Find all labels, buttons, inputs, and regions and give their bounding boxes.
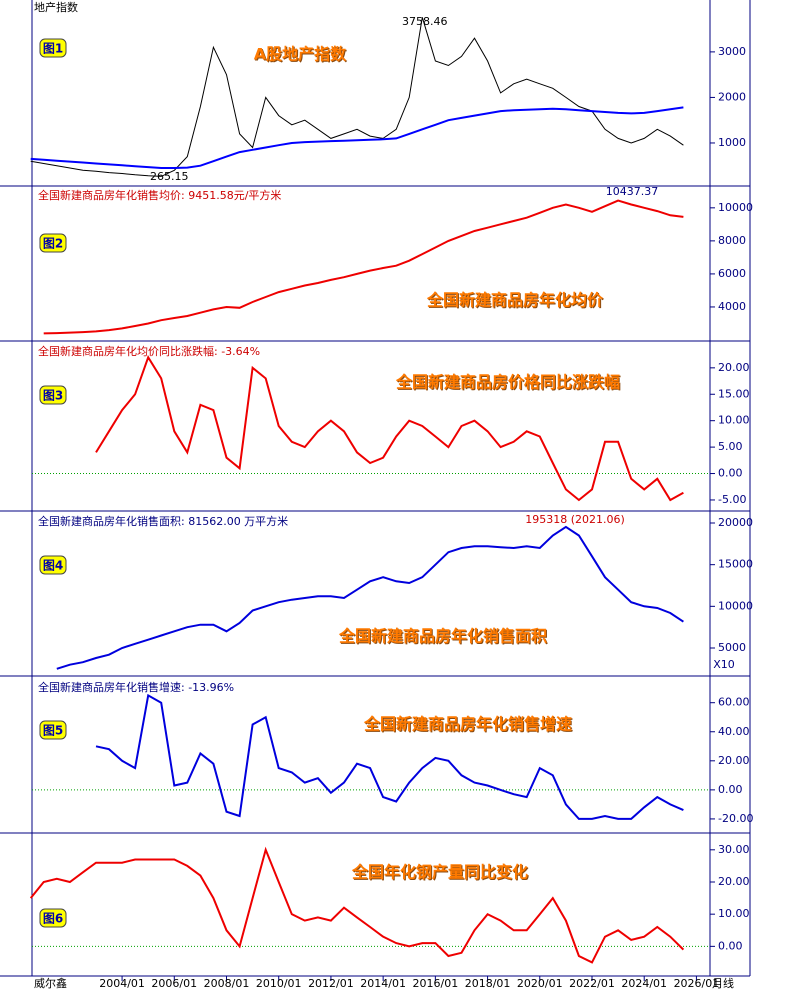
panel-title: 全国新建商品房年化销售均价: 9451.58元/平方米 <box>38 188 281 202</box>
panel-badge <box>39 385 67 405</box>
low-label: 265.15 <box>150 170 189 183</box>
panel-badge <box>39 720 67 740</box>
annotation: 全国新建商品房年化销售面积 <box>338 627 547 646</box>
unit-label: X10 <box>713 658 735 671</box>
y-tick-label: 1000 <box>718 136 746 149</box>
panel-badge <box>39 38 67 58</box>
y-tick-label: 15000 <box>718 558 753 571</box>
y-tick-label: 60.00 <box>718 696 750 709</box>
y-tick-label: 0.00 <box>718 467 743 480</box>
panel-label: 图4 <box>43 559 63 573</box>
y-tick-label: 2000 <box>718 90 746 103</box>
y-tick-label: 5000 <box>718 641 746 654</box>
panel-label: 图6 <box>43 912 63 926</box>
x-tick-label: 2016/01 <box>413 977 459 990</box>
y-tick-label: 0.00 <box>718 939 743 952</box>
y-tick-label: 10.00 <box>718 414 750 427</box>
x-tick-label: 2020/01 <box>517 977 563 990</box>
panel-label: 图1 <box>43 42 63 56</box>
y-tick-label: 0.00 <box>718 783 743 796</box>
series-line <box>43 199 684 335</box>
y-tick-label: 3000 <box>718 45 746 58</box>
y-tick-label: 20.00 <box>718 754 750 767</box>
peak-label: 195318 (2021.06) <box>525 513 625 526</box>
y-tick-label: 40.00 <box>718 725 750 738</box>
series-line <box>95 354 684 502</box>
panel-badge <box>39 908 67 928</box>
panel-label: 图5 <box>43 724 63 738</box>
x-tick-label: 2022/01 <box>569 977 615 990</box>
y-tick-label: 5.00 <box>718 440 743 453</box>
annotation: A股地产指数 <box>254 45 347 64</box>
y-tick-label: 20.00 <box>718 875 750 888</box>
y-tick-label: 20.00 <box>718 361 750 374</box>
x-tick-label: 2004/01 <box>99 977 145 990</box>
annotation: 全国新建商品房年化均价 <box>426 291 604 310</box>
x-unit: 月线 <box>712 976 734 990</box>
x-tick-label: 2026/01 <box>674 977 720 990</box>
high-label: 3758.46 <box>402 15 448 28</box>
x-tick-label: 2010/01 <box>256 977 302 990</box>
x-tick-label: 2012/01 <box>308 977 354 990</box>
series-line <box>56 525 684 670</box>
y-tick-label: 10.00 <box>718 907 750 920</box>
y-tick-label: -5.00 <box>718 493 746 506</box>
footer: 威尔鑫 <box>34 976 67 990</box>
y-tick-label: 15.00 <box>718 387 750 400</box>
series-line <box>95 693 684 820</box>
y-tick-label: 4000 <box>718 300 746 313</box>
panel-title: 全国新建商品房年化均价同比涨跌幅: -3.64% <box>38 344 260 358</box>
panel-badge <box>39 555 67 575</box>
x-tick-label: 2008/01 <box>204 977 250 990</box>
annotation: 全国新建商品房年化销售增速 <box>363 715 572 734</box>
x-tick-label: 2018/01 <box>465 977 511 990</box>
x-tick-label: 2014/01 <box>360 977 406 990</box>
y-tick-label: 8000 <box>718 234 746 247</box>
peak-label: 10437.37 <box>606 185 659 198</box>
y-tick-label: 20000 <box>718 516 753 529</box>
y-tick-label: 10000 <box>718 201 753 214</box>
series-line <box>30 17 684 177</box>
series-line <box>30 106 684 169</box>
panel-badge <box>39 233 67 253</box>
x-tick-label: 2006/01 <box>151 977 197 990</box>
annotation: 全国新建商品房价格同比涨跌幅 <box>395 373 620 392</box>
panel-title: 全国新建商品房年化销售面积: 81562.00 万平方米 <box>38 514 288 528</box>
y-tick-label: 30.00 <box>718 843 750 856</box>
x-tick-label: 2024/01 <box>621 977 667 990</box>
y-tick-label: -20.00 <box>718 812 753 825</box>
panel-label: 图3 <box>43 389 63 403</box>
y-tick-label: 6000 <box>718 267 746 280</box>
panel-title: 全国新建商品房年化销售增速: -13.96% <box>38 680 234 694</box>
panel-label: 图2 <box>43 237 63 251</box>
y-tick-label: 10000 <box>718 599 753 612</box>
annotation: 全国年化钢产量同比变化 <box>351 863 528 882</box>
series-line <box>29 846 685 964</box>
panel-title: 地产指数 <box>34 0 78 14</box>
